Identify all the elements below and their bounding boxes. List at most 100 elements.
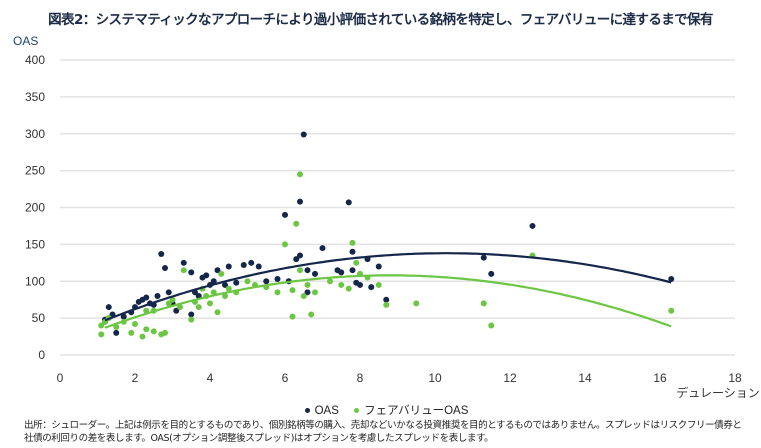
fair-value-oas-point	[214, 309, 221, 316]
fair-value-oas-point	[225, 285, 232, 292]
oas-point	[488, 270, 495, 277]
oas-point	[357, 281, 363, 288]
fair-value-oas-point	[207, 300, 213, 307]
oas-point	[375, 263, 382, 270]
oas-point	[338, 269, 345, 276]
oas-point	[120, 313, 127, 320]
fair-value-oas-point	[162, 329, 168, 336]
fair-value-oas-point	[165, 300, 172, 307]
legend: OAS フェアバリューOAS	[0, 402, 761, 418]
y-tick-label: 50	[32, 311, 46, 325]
oas-point	[255, 263, 262, 270]
fair-value-oas-point	[413, 300, 420, 307]
oas-point	[154, 293, 161, 299]
fair-value-oas-point	[668, 307, 675, 314]
fair-value-oas-point	[345, 285, 352, 292]
fair-value-oas-trendline	[104, 274, 672, 329]
legend-label-oas: OAS	[314, 405, 339, 417]
oas-point	[180, 259, 187, 266]
oas-point	[319, 245, 326, 252]
fair-value-oas-point	[98, 331, 105, 338]
fair-value-oas-point	[293, 220, 300, 227]
x-tick-label: 0	[57, 371, 64, 385]
fair-value-oas-point	[218, 270, 225, 277]
fair-value-oas-point	[139, 333, 146, 340]
fair-value-oas-point	[195, 304, 202, 311]
oas-point	[282, 211, 288, 218]
fair-value-oas-point	[308, 311, 315, 318]
fair-value-oas-point	[150, 328, 157, 335]
oas-point	[263, 278, 270, 285]
y-tick-label: 150	[25, 237, 45, 251]
oas-point	[345, 199, 352, 206]
x-tick-label: 18	[728, 371, 742, 385]
fair-value-oas-point	[338, 281, 345, 288]
oas-point	[105, 304, 112, 311]
oas-point	[312, 270, 318, 277]
x-tick-label: 8	[357, 371, 364, 385]
fair-value-oas-point	[349, 239, 356, 246]
fair-value-oas-point	[312, 289, 318, 296]
fair-value-oas-point	[143, 326, 150, 333]
oas-point	[113, 329, 120, 336]
fair-value-oas-point	[132, 321, 138, 328]
oas-point	[143, 294, 150, 301]
oas-point	[300, 131, 307, 138]
oas-point	[162, 264, 168, 271]
oas-trendline	[104, 252, 672, 322]
fair-value-oas-point	[353, 259, 360, 266]
x-tick-label: 12	[503, 371, 517, 385]
oas-point	[214, 267, 221, 274]
fair-value-oas-point	[383, 301, 390, 308]
legend-marker-oas	[304, 407, 310, 413]
fair-value-oas-point	[113, 323, 120, 330]
oas-point	[293, 256, 300, 263]
y-tick-label: 0	[38, 348, 45, 362]
oas-point	[158, 250, 165, 257]
oas-point	[304, 267, 311, 274]
x-axis-label: デュレーション	[676, 385, 760, 400]
fair-value-oas-point	[327, 278, 333, 285]
fair-value-oas-point	[375, 281, 382, 288]
y-tick-label: 350	[25, 90, 45, 104]
oas-point	[248, 259, 255, 266]
fair-value-oas-point	[244, 278, 251, 285]
y-tick-label: 200	[25, 201, 45, 215]
fair-value-oas-point	[177, 304, 183, 311]
oas-point	[225, 263, 232, 270]
oas-point	[165, 289, 172, 296]
y-tick-label: 100	[25, 274, 45, 288]
oas-point	[668, 276, 675, 283]
fair-value-oas-point	[98, 322, 105, 329]
oas-point	[222, 281, 228, 288]
y-tick-label: 400	[25, 53, 45, 67]
oas-point	[210, 278, 217, 285]
oas-point	[529, 222, 536, 229]
legend-marker-fair-value-oas	[354, 407, 360, 413]
fair-value-oas-point	[297, 267, 303, 274]
fair-value-oas-point	[289, 313, 296, 320]
oas-point	[274, 276, 281, 283]
oas-point	[188, 311, 195, 318]
y-tick-label: 300	[25, 127, 45, 141]
fair-value-oas-point	[222, 293, 228, 299]
oas-point	[383, 296, 390, 303]
oas-point	[240, 262, 247, 269]
fair-value-oas-point	[188, 316, 195, 323]
fair-value-oas-point	[282, 241, 288, 248]
oas-point	[203, 272, 210, 279]
oas-point	[188, 269, 195, 276]
oas-point	[304, 289, 311, 296]
fair-value-oas-point	[169, 296, 176, 303]
chart-title: 図表2：システマティックなアプローチにより過小評価されている銘柄を特定し、フェア…	[48, 12, 713, 28]
fair-value-oas-point	[488, 322, 495, 329]
y-axis-label: OAS	[13, 34, 39, 48]
y-tick-label: 250	[25, 164, 45, 178]
x-tick-label: 10	[428, 371, 442, 385]
oas-point	[368, 284, 375, 291]
oas-point	[297, 252, 303, 259]
fair-value-oas-point	[297, 171, 303, 178]
oas-point	[173, 307, 180, 314]
source-note-line-1: 出所：シュローダー。上記は例示を目的とするものであり、個別銘柄等の購入、売却など…	[24, 420, 742, 431]
